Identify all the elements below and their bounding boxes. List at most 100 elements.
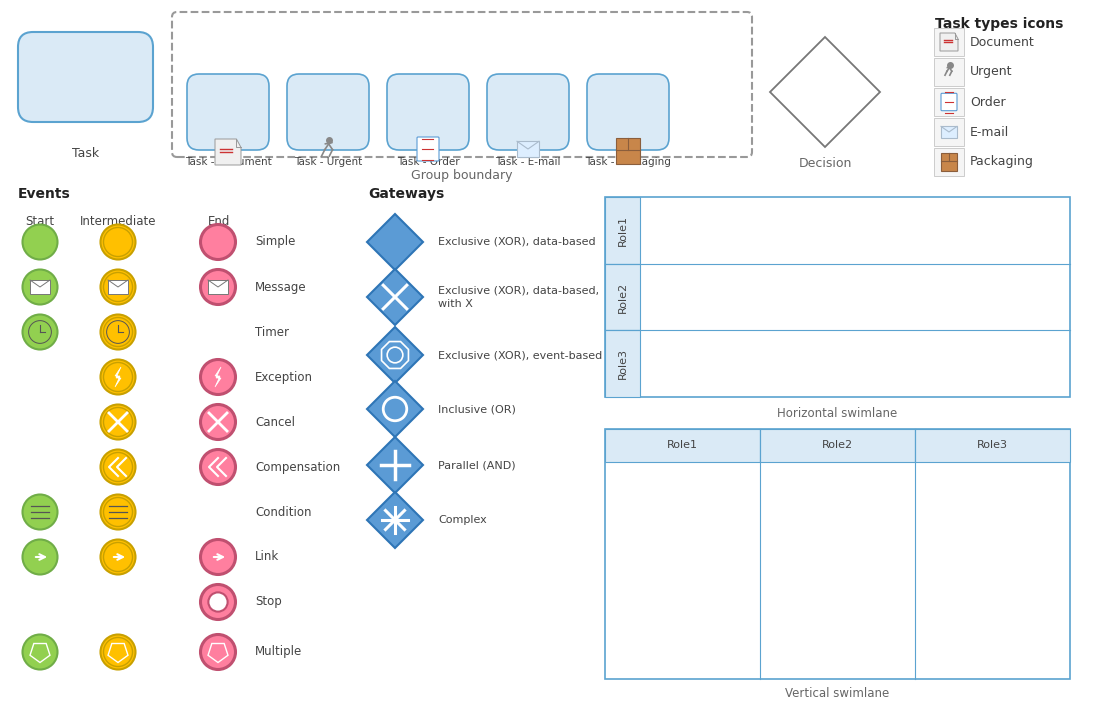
Polygon shape <box>367 214 423 270</box>
Circle shape <box>103 452 132 481</box>
Text: Stop: Stop <box>255 595 282 609</box>
FancyBboxPatch shape <box>386 74 469 150</box>
Text: Timer: Timer <box>255 325 288 339</box>
FancyBboxPatch shape <box>934 28 964 56</box>
FancyBboxPatch shape <box>208 280 228 294</box>
Text: Intermediate: Intermediate <box>79 215 156 228</box>
Circle shape <box>103 272 132 301</box>
Text: Urgent: Urgent <box>970 66 1013 78</box>
Text: Role1: Role1 <box>618 215 628 246</box>
FancyBboxPatch shape <box>941 153 957 171</box>
FancyBboxPatch shape <box>417 137 439 161</box>
Circle shape <box>103 228 132 257</box>
Polygon shape <box>367 492 423 548</box>
Text: Role3: Role3 <box>618 348 628 379</box>
Text: Start: Start <box>25 215 55 228</box>
Circle shape <box>103 498 132 527</box>
FancyBboxPatch shape <box>287 74 369 150</box>
Circle shape <box>200 404 236 440</box>
Text: Condition: Condition <box>255 506 312 518</box>
Polygon shape <box>367 327 423 383</box>
Text: Vertical swimlane: Vertical swimlane <box>785 687 890 700</box>
Text: Task - Order: Task - Order <box>396 157 459 167</box>
Text: Group boundary: Group boundary <box>412 169 513 182</box>
Polygon shape <box>770 37 880 147</box>
Circle shape <box>100 450 135 484</box>
FancyBboxPatch shape <box>30 280 50 294</box>
Text: Task - E-mail: Task - E-mail <box>495 157 560 167</box>
Text: Cancel: Cancel <box>255 416 295 428</box>
Text: Events: Events <box>18 187 70 201</box>
Text: E-mail: E-mail <box>970 126 1010 139</box>
FancyBboxPatch shape <box>487 74 569 150</box>
FancyBboxPatch shape <box>587 74 669 150</box>
FancyBboxPatch shape <box>934 118 964 146</box>
Circle shape <box>200 450 236 484</box>
Circle shape <box>100 634 135 670</box>
Circle shape <box>200 585 236 619</box>
FancyBboxPatch shape <box>606 330 640 397</box>
Text: Compensation: Compensation <box>255 460 340 474</box>
Text: Task - Document: Task - Document <box>185 157 271 167</box>
FancyBboxPatch shape <box>606 429 1070 679</box>
FancyBboxPatch shape <box>934 88 964 116</box>
FancyBboxPatch shape <box>187 74 269 150</box>
Text: Task - Packaging: Task - Packaging <box>585 157 671 167</box>
Circle shape <box>100 494 135 530</box>
Circle shape <box>103 363 132 392</box>
Circle shape <box>103 407 132 436</box>
Text: Task types icons: Task types icons <box>935 17 1064 31</box>
Circle shape <box>100 315 135 349</box>
Text: Link: Link <box>255 551 280 563</box>
Circle shape <box>22 315 57 349</box>
Circle shape <box>100 404 135 440</box>
Text: Complex: Complex <box>438 515 487 525</box>
Polygon shape <box>215 367 221 387</box>
Text: Horizontal swimlane: Horizontal swimlane <box>777 407 897 420</box>
FancyBboxPatch shape <box>606 197 1070 397</box>
Circle shape <box>103 638 132 667</box>
Text: Multiple: Multiple <box>255 645 303 658</box>
FancyBboxPatch shape <box>606 429 760 462</box>
Text: Role2: Role2 <box>822 440 853 450</box>
Circle shape <box>22 539 57 575</box>
Circle shape <box>103 542 132 571</box>
Circle shape <box>100 359 135 395</box>
Text: Document: Document <box>970 35 1035 49</box>
Circle shape <box>103 317 132 346</box>
Text: Exclusive (XOR), event-based: Exclusive (XOR), event-based <box>438 350 602 360</box>
Text: Exclusive (XOR), data-based,
with X: Exclusive (XOR), data-based, with X <box>438 286 599 308</box>
Circle shape <box>200 634 236 670</box>
FancyBboxPatch shape <box>915 429 1070 462</box>
Text: End: End <box>208 215 230 228</box>
Circle shape <box>22 494 57 530</box>
Circle shape <box>200 359 236 395</box>
FancyBboxPatch shape <box>941 127 957 138</box>
Circle shape <box>100 225 135 259</box>
Circle shape <box>208 592 228 612</box>
FancyBboxPatch shape <box>108 280 128 294</box>
FancyBboxPatch shape <box>606 197 640 264</box>
FancyBboxPatch shape <box>18 32 153 122</box>
FancyBboxPatch shape <box>760 429 915 462</box>
Text: Role3: Role3 <box>977 440 1009 450</box>
Text: Decision: Decision <box>798 157 852 170</box>
Text: Message: Message <box>255 281 306 293</box>
Circle shape <box>22 269 57 305</box>
Text: Task - Urgent: Task - Urgent <box>294 157 362 167</box>
Circle shape <box>200 539 236 575</box>
Polygon shape <box>215 139 241 165</box>
Text: Task: Task <box>72 147 99 160</box>
Polygon shape <box>367 437 423 493</box>
Text: Inclusive (OR): Inclusive (OR) <box>438 404 516 414</box>
Circle shape <box>22 225 57 259</box>
Text: Role2: Role2 <box>618 281 628 312</box>
Text: Gateways: Gateways <box>368 187 444 201</box>
FancyBboxPatch shape <box>606 264 640 330</box>
Text: Exclusive (XOR), data-based: Exclusive (XOR), data-based <box>438 237 596 247</box>
Text: Order: Order <box>970 95 1005 108</box>
Text: Simple: Simple <box>255 235 295 248</box>
Circle shape <box>22 634 57 670</box>
Polygon shape <box>115 367 121 387</box>
FancyBboxPatch shape <box>934 58 964 86</box>
